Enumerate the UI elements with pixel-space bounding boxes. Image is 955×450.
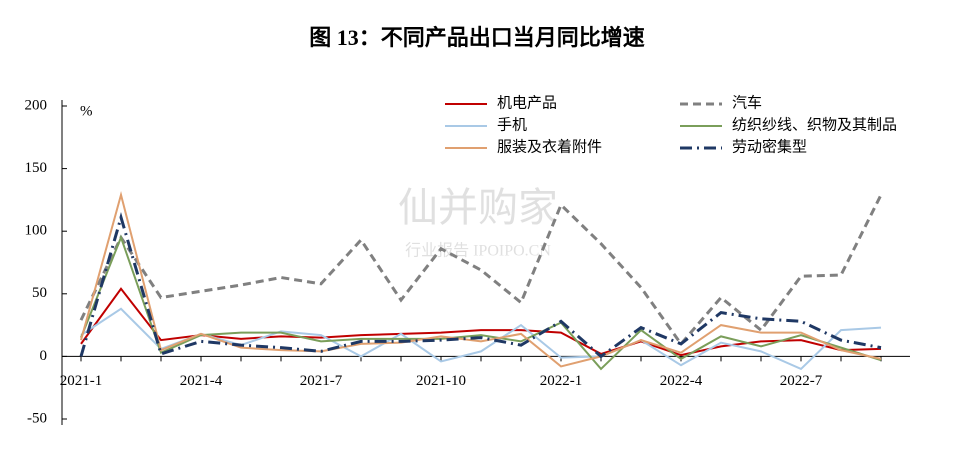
watermark: 行业报告 IPOIPO.CN: [405, 242, 551, 260]
series-line: [79, 212, 882, 359]
series-line: [80, 287, 882, 357]
series-line: [80, 234, 882, 371]
x-tick-label: 2022-1: [540, 373, 583, 389]
y-tick-label: 0: [40, 348, 48, 364]
legend-label: 纺织纱线、织物及其制品: [732, 116, 897, 133]
legend-label: 服装及衣着附件: [497, 138, 602, 155]
legend-label: 机电产品: [497, 94, 557, 111]
y-tick-label: 50: [32, 285, 47, 301]
y-tick-label: -50: [27, 410, 47, 426]
x-tick-label: 2021-1: [60, 373, 103, 389]
watermark: 仙并购家: [398, 185, 558, 230]
x-tick-label: 2021-10: [416, 373, 466, 389]
legend-label: 手机: [497, 116, 527, 133]
y-tick-label: 200: [25, 97, 48, 113]
y-tick-label: 150: [25, 160, 48, 176]
y-axis-label: %: [80, 103, 93, 119]
chart-title: 图 13：不同产品出口当月同比增速: [309, 25, 645, 50]
legend-label: 劳动密集型: [732, 138, 807, 155]
legend-label: 汽车: [732, 94, 762, 111]
x-tick-label: 2021-7: [300, 373, 343, 389]
x-tick-label: 2021-4: [180, 373, 223, 389]
x-tick-label: 2022-4: [660, 373, 703, 389]
series-line: [80, 191, 882, 368]
series-line: [79, 194, 883, 347]
x-tick-label: 2022-7: [780, 373, 823, 389]
y-tick-label: 100: [25, 223, 48, 239]
